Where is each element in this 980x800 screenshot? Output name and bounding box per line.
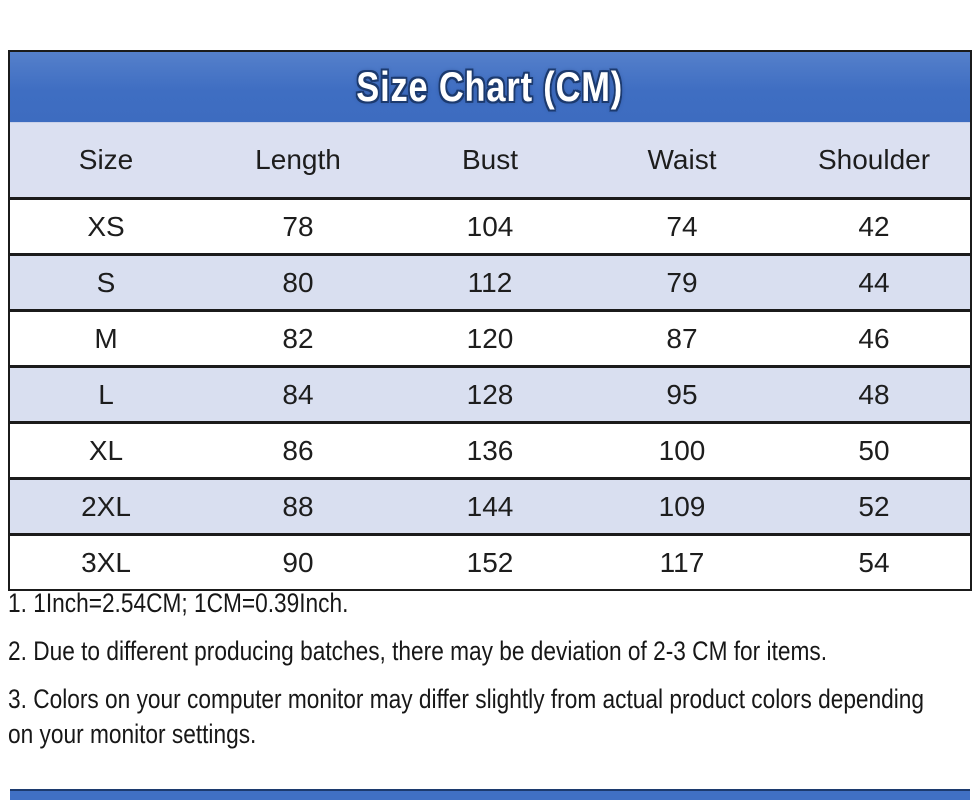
cell-waist: 95 [586,365,778,423]
cell-bust: 128 [394,365,586,423]
cell-waist: 87 [586,309,778,367]
note-3: 3. Colors on your computer monitor may d… [8,684,925,749]
cell-bust: 112 [394,253,586,311]
cell-size: M [10,309,202,367]
title-bar: Size Chart (CM) [10,52,970,123]
cell-size: L [10,365,202,423]
table-row-l: L 84 128 95 48 [10,365,970,423]
column-header-bust: Bust [394,123,586,199]
table-row-2xl: 2XL 88 144 109 52 [10,477,970,535]
cell-shoulder: 46 [778,309,970,367]
cell-size: S [10,253,202,311]
cell-bust: 152 [394,533,586,589]
cell-size: XL [10,421,202,479]
cell-size: XS [10,197,202,255]
cell-bust: 136 [394,421,586,479]
cell-size: 3XL [10,533,202,589]
column-header-length: Length [202,123,394,199]
cell-length: 78 [202,197,394,255]
size-table: Size Length Bust Waist Shoulder XS 78 10… [10,123,970,589]
cell-length: 80 [202,253,394,311]
cell-shoulder: 52 [778,477,970,535]
cell-bust: 104 [394,197,586,255]
page-title: Size Chart (CM) [356,63,624,110]
column-header-size: Size [10,123,202,199]
bottom-accent-bar [10,789,970,800]
cell-bust: 120 [394,309,586,367]
cell-length: 90 [202,533,394,589]
column-header-waist: Waist [586,123,778,199]
cell-length: 86 [202,421,394,479]
size-chart-box: Size Chart (CM) Size Length Bust Waist S… [8,50,972,591]
cell-waist: 74 [586,197,778,255]
table-row-m: M 82 120 87 46 [10,309,970,367]
column-header-shoulder: Shoulder [778,123,970,199]
cell-shoulder: 50 [778,421,970,479]
table-row-s: S 80 112 79 44 [10,253,970,311]
table-header: Size Length Bust Waist Shoulder [10,123,970,199]
table-row-3xl: 3XL 90 152 117 54 [10,533,970,589]
cell-waist: 100 [586,421,778,479]
cell-shoulder: 44 [778,253,970,311]
note-2: 2. Due to different producing batches, t… [8,636,828,666]
cell-waist: 117 [586,533,778,589]
cell-waist: 109 [586,477,778,535]
cell-waist: 79 [586,253,778,311]
cell-length: 84 [202,365,394,423]
notes-section: 1. 1Inch=2.54CM; 1CM=0.39Inch. 2. Due to… [8,586,932,765]
header-row: Size Length Bust Waist Shoulder [10,123,970,199]
cell-length: 88 [202,477,394,535]
table-row-xl: XL 86 136 100 50 [10,421,970,479]
cell-shoulder: 48 [778,365,970,423]
cell-length: 82 [202,309,394,367]
cell-bust: 144 [394,477,586,535]
note-1: 1. 1Inch=2.54CM; 1CM=0.39Inch. [8,588,349,618]
cell-size: 2XL [10,477,202,535]
cell-shoulder: 42 [778,197,970,255]
table-row-xs: XS 78 104 74 42 [10,197,970,255]
table-body: XS 78 104 74 42 S 80 112 79 44 M 82 120 [10,197,970,589]
cell-shoulder: 54 [778,533,970,589]
